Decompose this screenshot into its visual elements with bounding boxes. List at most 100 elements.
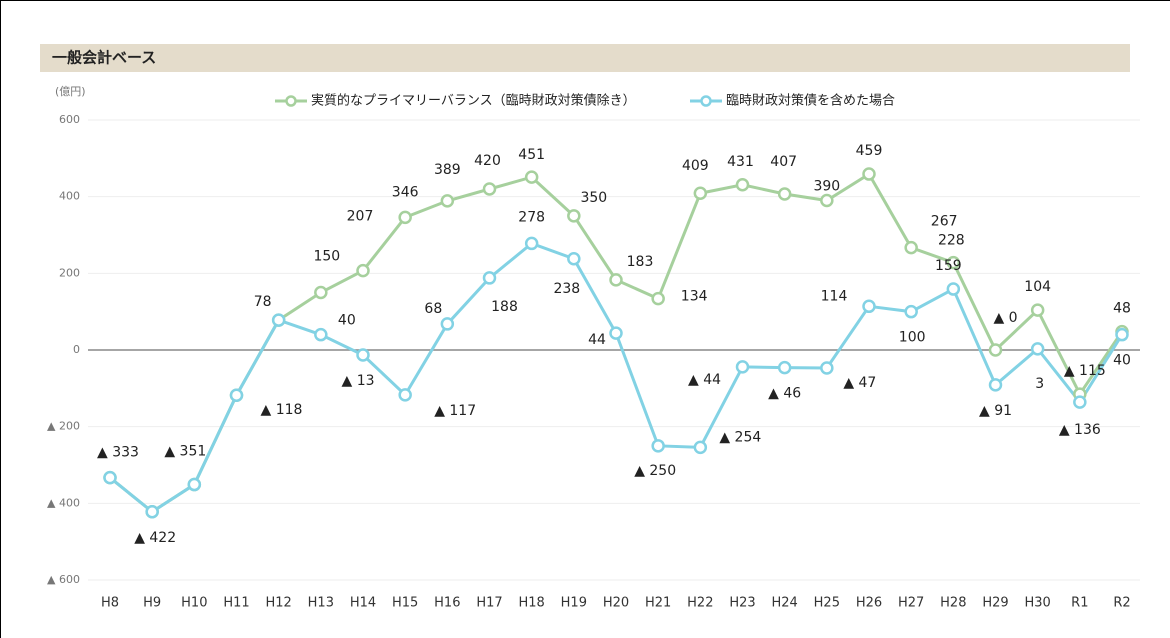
value-label: 346 xyxy=(392,184,419,200)
value-label: 278 xyxy=(518,209,545,225)
value-label: 407 xyxy=(770,154,797,170)
value-label: 409 xyxy=(682,158,709,174)
value-label: ▲ 117 xyxy=(434,403,476,419)
point xyxy=(229,388,244,402)
point xyxy=(609,273,623,287)
point xyxy=(440,317,455,331)
x-tick-label: H25 xyxy=(814,596,840,611)
value-label: ▲ 136 xyxy=(1059,422,1101,438)
x-tick-label: H24 xyxy=(772,596,798,611)
value-label: 207 xyxy=(347,209,374,225)
point xyxy=(988,378,1003,392)
x-tick-label: H21 xyxy=(645,596,671,611)
point xyxy=(988,343,1003,357)
value-label: ▲ 13 xyxy=(341,373,374,389)
value-label: ▲ 250 xyxy=(634,463,676,479)
point xyxy=(314,285,328,300)
value-label: ▲ 254 xyxy=(719,429,761,445)
value-label: 350 xyxy=(580,190,607,206)
x-tick-label: H13 xyxy=(308,596,334,611)
value-label: 40 xyxy=(338,313,356,329)
value-label: ▲ 118 xyxy=(261,402,303,418)
point xyxy=(820,193,834,208)
point xyxy=(145,505,159,519)
y-tick-label: 400 xyxy=(59,190,80,203)
value-label: 3 xyxy=(1035,376,1044,392)
value-label: ▲ 91 xyxy=(979,403,1012,419)
x-tick-label: H15 xyxy=(392,596,418,611)
x-tick-label: H9 xyxy=(143,596,161,611)
header-bar xyxy=(40,44,1130,72)
point xyxy=(482,182,497,196)
x-tick-label: H26 xyxy=(856,596,882,611)
point xyxy=(735,178,750,192)
x-tick-label: H27 xyxy=(898,596,924,611)
y-unit: (億円) xyxy=(55,85,86,98)
value-label: ▲ 44 xyxy=(688,372,721,388)
value-label: 389 xyxy=(434,162,461,178)
value-label: 431 xyxy=(727,154,754,170)
point xyxy=(440,194,455,208)
point xyxy=(904,304,918,319)
point xyxy=(862,299,876,314)
point xyxy=(398,388,412,402)
chart-title: 一般会計ベース xyxy=(52,49,156,67)
point xyxy=(103,470,117,485)
value-label: 114 xyxy=(821,288,848,304)
point xyxy=(777,360,792,375)
point xyxy=(693,440,708,455)
point xyxy=(1115,327,1129,342)
point xyxy=(862,167,876,181)
value-label: 150 xyxy=(313,249,340,265)
x-tick-label: H10 xyxy=(181,596,207,611)
point xyxy=(1073,395,1087,409)
value-label: 78 xyxy=(254,294,272,310)
value-label: 104 xyxy=(1024,279,1051,295)
x-tick-label: H23 xyxy=(729,596,755,611)
point xyxy=(1030,342,1045,356)
value-label: 228 xyxy=(938,233,965,249)
y-tick-label: 0 xyxy=(73,343,80,356)
x-tick-label: H12 xyxy=(266,596,292,611)
value-label: ▲ 0 xyxy=(993,310,1017,326)
value-label: ▲ 333 xyxy=(97,445,139,461)
value-label: 44 xyxy=(588,332,606,348)
legend-marker xyxy=(285,95,297,107)
point xyxy=(693,186,708,200)
value-label: 267 xyxy=(931,214,958,230)
series-line xyxy=(109,171,1124,514)
x-tick-label: H22 xyxy=(687,596,713,611)
value-label: 68 xyxy=(424,301,442,317)
point xyxy=(567,252,581,266)
point xyxy=(735,360,750,374)
value-label: ▲ 115 xyxy=(1064,363,1106,379)
point xyxy=(187,477,202,492)
value-label: ▲ 422 xyxy=(134,530,176,546)
value-label: ▲ 351 xyxy=(164,444,206,460)
value-label: 159 xyxy=(935,258,962,274)
point xyxy=(356,263,370,278)
value-label: ▲ 47 xyxy=(843,375,876,391)
value-label: 48 xyxy=(1113,301,1131,317)
point xyxy=(524,236,539,251)
value-label: 134 xyxy=(681,289,708,305)
x-tick-label: H18 xyxy=(519,596,545,611)
x-tick-label: H16 xyxy=(434,596,460,611)
legend-marker xyxy=(700,95,712,107)
point xyxy=(820,361,834,375)
point xyxy=(567,209,581,223)
point xyxy=(524,170,539,184)
y-tick-label: 600 xyxy=(59,113,80,126)
value-label: 188 xyxy=(491,299,518,315)
y-tick-label: 200 xyxy=(59,266,80,279)
x-tick-label: H17 xyxy=(476,596,502,611)
x-tick-label: H19 xyxy=(561,596,587,611)
point xyxy=(1030,303,1045,317)
x-tick-label: H8 xyxy=(101,596,119,611)
x-tick-label: H20 xyxy=(603,596,629,611)
point xyxy=(314,327,328,342)
point xyxy=(651,291,665,306)
legend-label: 臨時財政対策債を含めた場合 xyxy=(726,93,895,109)
value-label: 100 xyxy=(899,330,926,346)
